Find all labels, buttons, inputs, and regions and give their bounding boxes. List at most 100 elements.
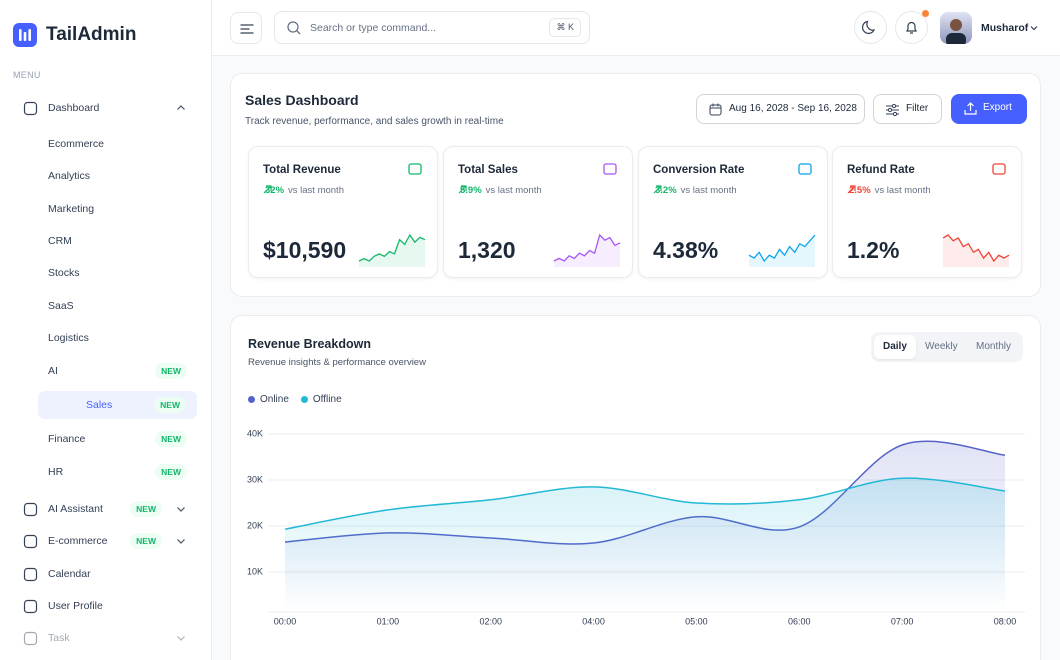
change-arrow (653, 185, 662, 194)
stat-label: Total Revenue (263, 164, 341, 176)
submenu-label: Sales (86, 399, 113, 411)
menu-item[interactable]: AI Assistant NEW (0, 495, 212, 523)
stat-value: 4.38% (653, 237, 719, 263)
change-text: vs last month (288, 185, 344, 196)
menu-item[interactable]: Calendar (0, 560, 212, 588)
search-placeholder: Search or type command... (310, 22, 437, 34)
x-tick-label: 00:00 (274, 616, 297, 626)
menu-toggle[interactable] (230, 12, 262, 44)
sparkline-line (942, 234, 1010, 263)
x-tick-label: 05:00 (685, 616, 708, 626)
submenu-item[interactable]: CRM (0, 227, 212, 255)
stat-icon (992, 163, 1006, 175)
sparkline-area (554, 235, 620, 267)
tab[interactable]: Monthly (976, 341, 1012, 352)
stat-label: Refund Rate (847, 164, 915, 176)
stat-icon (408, 163, 422, 175)
chart-title: Revenue Breakdown (248, 337, 371, 351)
stat-change: 32% vs last month (263, 185, 344, 196)
submenu-item[interactable]: Logistics (0, 324, 212, 352)
submenu-item[interactable]: Sales NEW (38, 391, 197, 419)
stat-change: 2.5% vs last month (847, 185, 931, 196)
sparkline-line (553, 233, 621, 262)
submenu-item[interactable]: Ecommerce (0, 130, 212, 158)
sparkline-line (358, 233, 426, 262)
change-value: 5.9% (460, 185, 482, 196)
x-tick-label: 07:00 (891, 616, 914, 626)
submenu-item[interactable]: Marketing (0, 195, 212, 223)
stat-icon (798, 163, 812, 175)
tab[interactable]: Weekly (925, 341, 958, 352)
submenu-item[interactable]: Analytics (0, 162, 212, 190)
brand: TailAdmin (13, 23, 136, 47)
menu-item[interactable]: User Profile (0, 592, 212, 620)
legend-label: Offline (312, 394, 342, 405)
stat-value: $10,590 (263, 237, 347, 263)
date-range[interactable]: Aug 16, 2028 - Sep 16, 2028 (696, 94, 865, 124)
x-tick-label: 04:00 (582, 616, 605, 626)
brand-name: TailAdmin (46, 24, 137, 45)
x-tick-label: 06:00 (788, 616, 811, 626)
chevron-path (177, 507, 185, 512)
icon-shape (23, 567, 38, 581)
menu-icon (23, 534, 38, 548)
submenu-item[interactable]: Finance NEW (0, 425, 212, 453)
stat-card: Conversion Rate 3.2% vs last month 4.38% (638, 146, 828, 278)
x-tick-label: 02:00 (479, 616, 502, 626)
menu-label-text: Task (48, 632, 70, 644)
x-tick-label: 01:00 (377, 616, 400, 626)
submenu-item[interactable]: AI NEW (0, 357, 212, 385)
submenu-label: SaaS (48, 300, 74, 312)
series-line (284, 477, 1006, 530)
sparkline (942, 234, 1010, 267)
avatar[interactable] (940, 12, 972, 44)
sidebar: TailAdmin MENU Dashboard Ecommerce Analyti… (0, 0, 212, 660)
stat-value: 1.2% (847, 237, 900, 263)
menu-icon (23, 599, 38, 613)
theme-toggle[interactable] (854, 11, 887, 44)
change-text: vs last month (680, 185, 737, 196)
submenu-label: Analytics (48, 170, 91, 182)
filter-button[interactable]: Filter (873, 94, 942, 124)
submenu-label: Marketing (48, 203, 95, 215)
submenu-item[interactable]: Stocks (0, 259, 212, 287)
stat-label: Total Sales (458, 164, 518, 176)
submenu-label: Ecommerce (48, 138, 105, 150)
shortcut: ⌘ K (549, 18, 581, 37)
stat-card: Refund Rate 2.5% vs last month 1.2% (832, 146, 1022, 278)
change-arrow (458, 185, 467, 194)
stat-icon (603, 163, 617, 175)
menu-item[interactable]: Task (0, 624, 212, 652)
menu-label: MENU (13, 70, 41, 80)
stat-label: Conversion Rate (653, 164, 745, 176)
submenu-item[interactable]: SaaS (0, 292, 212, 320)
badge: NEW (154, 397, 186, 413)
menu-icon (23, 502, 38, 516)
chart-subtitle: Revenue insights & performance overview (248, 357, 426, 368)
submenu-label: CRM (48, 235, 72, 247)
menu-item[interactable]: E-commerce NEW (0, 527, 212, 555)
change-arrow (847, 185, 856, 194)
notifications[interactable] (895, 10, 929, 44)
legend-swatch (300, 396, 308, 403)
export-button[interactable]: Export (951, 94, 1027, 124)
stat-change: 5.9% vs last month (458, 185, 542, 196)
submenu-item[interactable]: HR NEW (0, 458, 212, 486)
stat-card: Total Sales 5.9% vs last month 1,320 (443, 146, 633, 278)
chevron (177, 507, 185, 512)
user-name[interactable]: Musharof (981, 22, 1029, 34)
y-tick-label: 40K (247, 428, 263, 438)
date-range-text: Aug 16, 2028 - Sep 16, 2028 (729, 103, 857, 114)
search-box[interactable]: Search or type command... ⌘ K (274, 11, 590, 44)
y-tick-label: 20K (247, 520, 263, 530)
icon-shape (23, 631, 38, 645)
submenu-label: Stocks (48, 267, 80, 279)
chevron-path (177, 636, 185, 641)
sparkline (748, 234, 816, 267)
page-subtitle: Track revenue, performance, and sales gr… (245, 116, 504, 127)
tab[interactable]: Daily (874, 335, 916, 359)
badge: NEW (130, 501, 162, 517)
menu-item[interactable]: Dashboard (0, 94, 212, 122)
change-value: 3.2% (655, 185, 677, 196)
